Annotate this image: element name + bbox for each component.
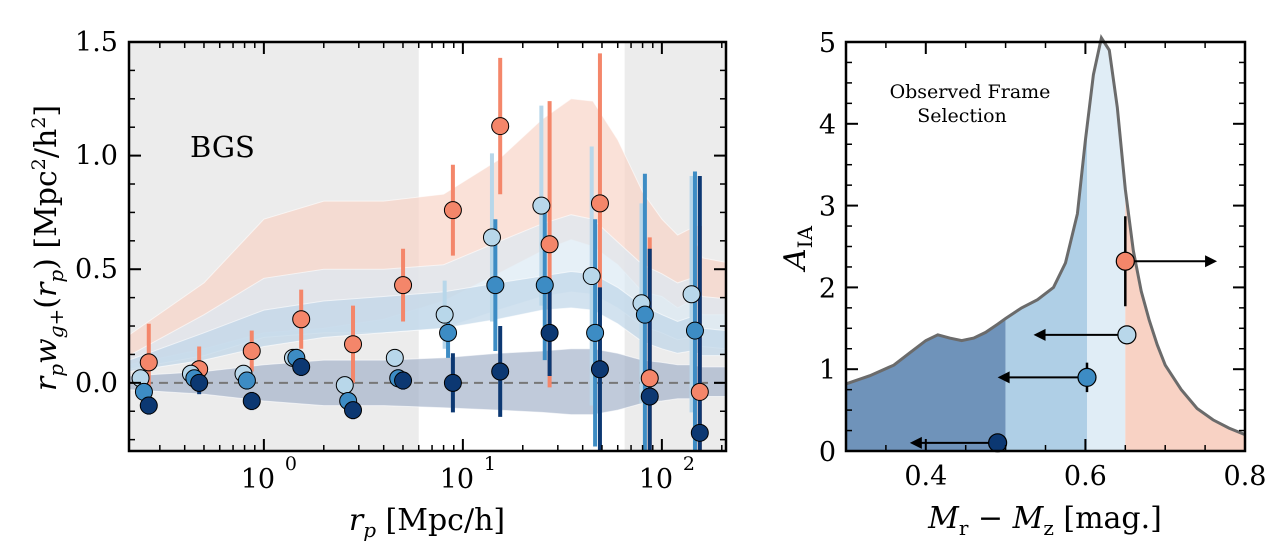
data-point-light_blue bbox=[682, 285, 701, 304]
data-point-dark_blue bbox=[590, 360, 609, 379]
color-distribution-fill bbox=[846, 37, 1245, 452]
right-panel-plot: Observed Frame Selection 0.4 0.6 0.8 0 1 2 3 4 5… bbox=[778, 28, 1266, 540]
x-tick-label-exponent: 2 bbox=[683, 453, 695, 475]
data-point-dark_blue bbox=[394, 371, 413, 390]
y-tick-label: 1 bbox=[819, 355, 836, 386]
x-tick-label: 0.8 bbox=[1224, 461, 1267, 492]
y-tick-label: 0.5 bbox=[75, 254, 118, 285]
data-point-dark_blue bbox=[139, 396, 158, 415]
x-tick-label: 10 bbox=[639, 464, 673, 495]
data-point-orange bbox=[640, 369, 659, 388]
data-point-dark_blue bbox=[344, 401, 363, 420]
x-tick-label-exponent: 0 bbox=[285, 453, 297, 475]
data-point-mid_blue bbox=[237, 371, 256, 390]
alignment-amplitude-points bbox=[909, 216, 1218, 453]
x-tick-label: 10 bbox=[241, 464, 275, 495]
left-panel-plot: BGS 10 0 10 1 10 2 0.0 0.5 1.0 1.5 rp [Mpc/h] rpw… bbox=[28, 27, 728, 542]
y-tick-label: 4 bbox=[819, 110, 836, 141]
data-point-orange bbox=[590, 194, 609, 213]
data-point-light_blue bbox=[335, 376, 354, 395]
data-point-orange bbox=[394, 276, 413, 295]
color-distribution-curve bbox=[845, 34, 1246, 436]
selection-arrow-head bbox=[1205, 255, 1218, 268]
left-x-axis-label: rp [Mpc/h] bbox=[349, 503, 505, 542]
color-bin-region-0 bbox=[846, 318, 1006, 451]
data-point-dark_blue bbox=[443, 373, 462, 392]
data-point-light_blue bbox=[532, 196, 551, 215]
selection-arrow-head bbox=[1033, 328, 1046, 341]
data-point-dark_blue bbox=[491, 362, 510, 381]
selection-arrow-head bbox=[909, 436, 922, 449]
data-point-dark_blue bbox=[690, 423, 709, 442]
data-point-orange bbox=[491, 117, 510, 136]
data-point-mid_blue bbox=[635, 305, 654, 324]
right-x-axis-label: Mr − Mz [mag.] bbox=[927, 501, 1162, 540]
right-tick-labels: 0.4 0.6 0.8 0 1 2 3 4 5 bbox=[819, 28, 1267, 492]
y-tick-label: 0.0 bbox=[75, 368, 118, 399]
data-point-orange bbox=[540, 235, 559, 254]
color-bin-region-3 bbox=[1125, 189, 1245, 451]
data-point-dark_blue bbox=[540, 323, 559, 342]
right-plot-frame bbox=[844, 40, 1247, 453]
y-tick-label: 2 bbox=[819, 273, 836, 304]
y-tick-label: 3 bbox=[819, 192, 836, 223]
y-tick-label: 5 bbox=[819, 28, 836, 59]
data-point-dark_blue bbox=[190, 373, 209, 392]
color-bin-region-1 bbox=[1005, 127, 1087, 451]
selection-annotation-line2: Selection bbox=[917, 105, 1007, 127]
amplitude-point-dark_blue bbox=[988, 433, 1008, 453]
color-bin-region-2 bbox=[1086, 37, 1126, 452]
data-point-light_blue bbox=[582, 267, 601, 286]
distribution-curve-line bbox=[845, 34, 1246, 436]
data-point-mid_blue bbox=[439, 323, 458, 342]
data-points bbox=[131, 117, 709, 442]
amplitude-point-mid_blue bbox=[1077, 367, 1097, 387]
data-point-orange bbox=[344, 335, 363, 354]
data-point-mid_blue bbox=[586, 323, 605, 342]
data-point-mid_blue bbox=[486, 276, 505, 295]
data-point-mid_blue bbox=[535, 276, 554, 295]
y-tick-label: 0 bbox=[819, 437, 836, 468]
amplitude-point-light_blue bbox=[1117, 325, 1137, 345]
model-bands bbox=[128, 98, 727, 416]
amplitude-point-orange bbox=[1115, 251, 1135, 271]
y-tick-label: 1.0 bbox=[75, 141, 118, 172]
x-tick-label: 0.4 bbox=[904, 461, 947, 492]
x-tick-label: 10 bbox=[440, 464, 474, 495]
data-point-dark_blue bbox=[242, 392, 261, 411]
y-tick-label: 1.5 bbox=[75, 27, 118, 58]
data-point-orange bbox=[443, 201, 462, 220]
selection-annotation-line1: Observed Frame bbox=[890, 81, 1051, 103]
sample-annotation: BGS bbox=[190, 130, 255, 164]
data-point-dark_blue bbox=[640, 387, 659, 406]
right-y-axis-label: AIA bbox=[778, 225, 817, 273]
x-tick-label-exponent: 1 bbox=[484, 453, 496, 475]
data-point-dark_blue bbox=[292, 357, 311, 376]
data-point-light_blue bbox=[385, 348, 404, 367]
left-y-axis-label: rpwg+(rp) [Mpc2/h2] bbox=[28, 105, 68, 391]
x-tick-label: 0.6 bbox=[1064, 461, 1107, 492]
data-point-mid_blue bbox=[685, 321, 704, 340]
data-point-light_blue bbox=[482, 228, 501, 247]
data-point-orange bbox=[292, 310, 311, 329]
left-plot-frame bbox=[127, 40, 728, 453]
data-point-orange bbox=[242, 342, 261, 361]
selection-arrow-head bbox=[997, 371, 1010, 384]
data-point-light_blue bbox=[435, 305, 454, 324]
data-point-orange bbox=[139, 353, 158, 372]
left-tick-labels: 10 0 10 1 10 2 0.0 0.5 1.0 1.5 bbox=[75, 27, 695, 495]
data-point-orange bbox=[690, 382, 709, 401]
